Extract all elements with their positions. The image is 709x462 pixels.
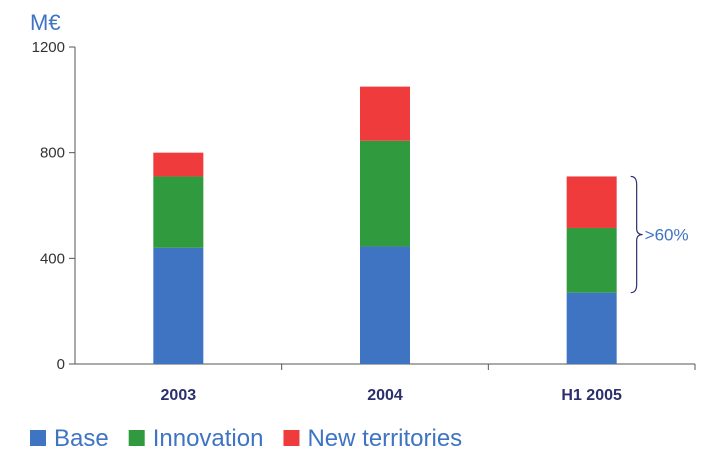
bar-segment-new-territories [566, 176, 617, 228]
bar-segment-innovation [153, 176, 204, 248]
bar-segment-innovation [566, 227, 617, 293]
y-tick-label: 0 [57, 356, 65, 373]
y-tick-label: 400 [40, 250, 65, 267]
y-tick-label: 1200 [32, 39, 65, 56]
annotation-label: >60% [645, 226, 689, 245]
bar-segment-new-territories [360, 86, 410, 141]
legend-label-new-territories: New territories [307, 425, 462, 452]
y-tick-label: 800 [40, 145, 65, 162]
unit-label: M€ [30, 10, 61, 35]
annotation-brace [630, 175, 643, 294]
legend-swatch-base [30, 430, 46, 446]
bar-segment-new-territories [153, 152, 204, 177]
bar-segment-base [566, 292, 617, 364]
legend-label-innovation: Innovation [153, 425, 264, 452]
x-category-label: 2003 [161, 387, 197, 404]
legend-swatch-new-territories [283, 430, 300, 446]
bar-segment-innovation [360, 140, 410, 247]
legend-swatch-innovation [128, 430, 145, 446]
bars [153, 86, 617, 364]
bar-segment-base [360, 246, 410, 364]
x-category-label: H1 2005 [561, 387, 622, 404]
x-category-label: 2004 [367, 387, 403, 404]
annotations: >60% [630, 175, 689, 294]
bar-segment-base [153, 247, 204, 364]
legend-label-base: Base [54, 425, 109, 452]
legend: Base Innovation New territories [30, 425, 462, 452]
